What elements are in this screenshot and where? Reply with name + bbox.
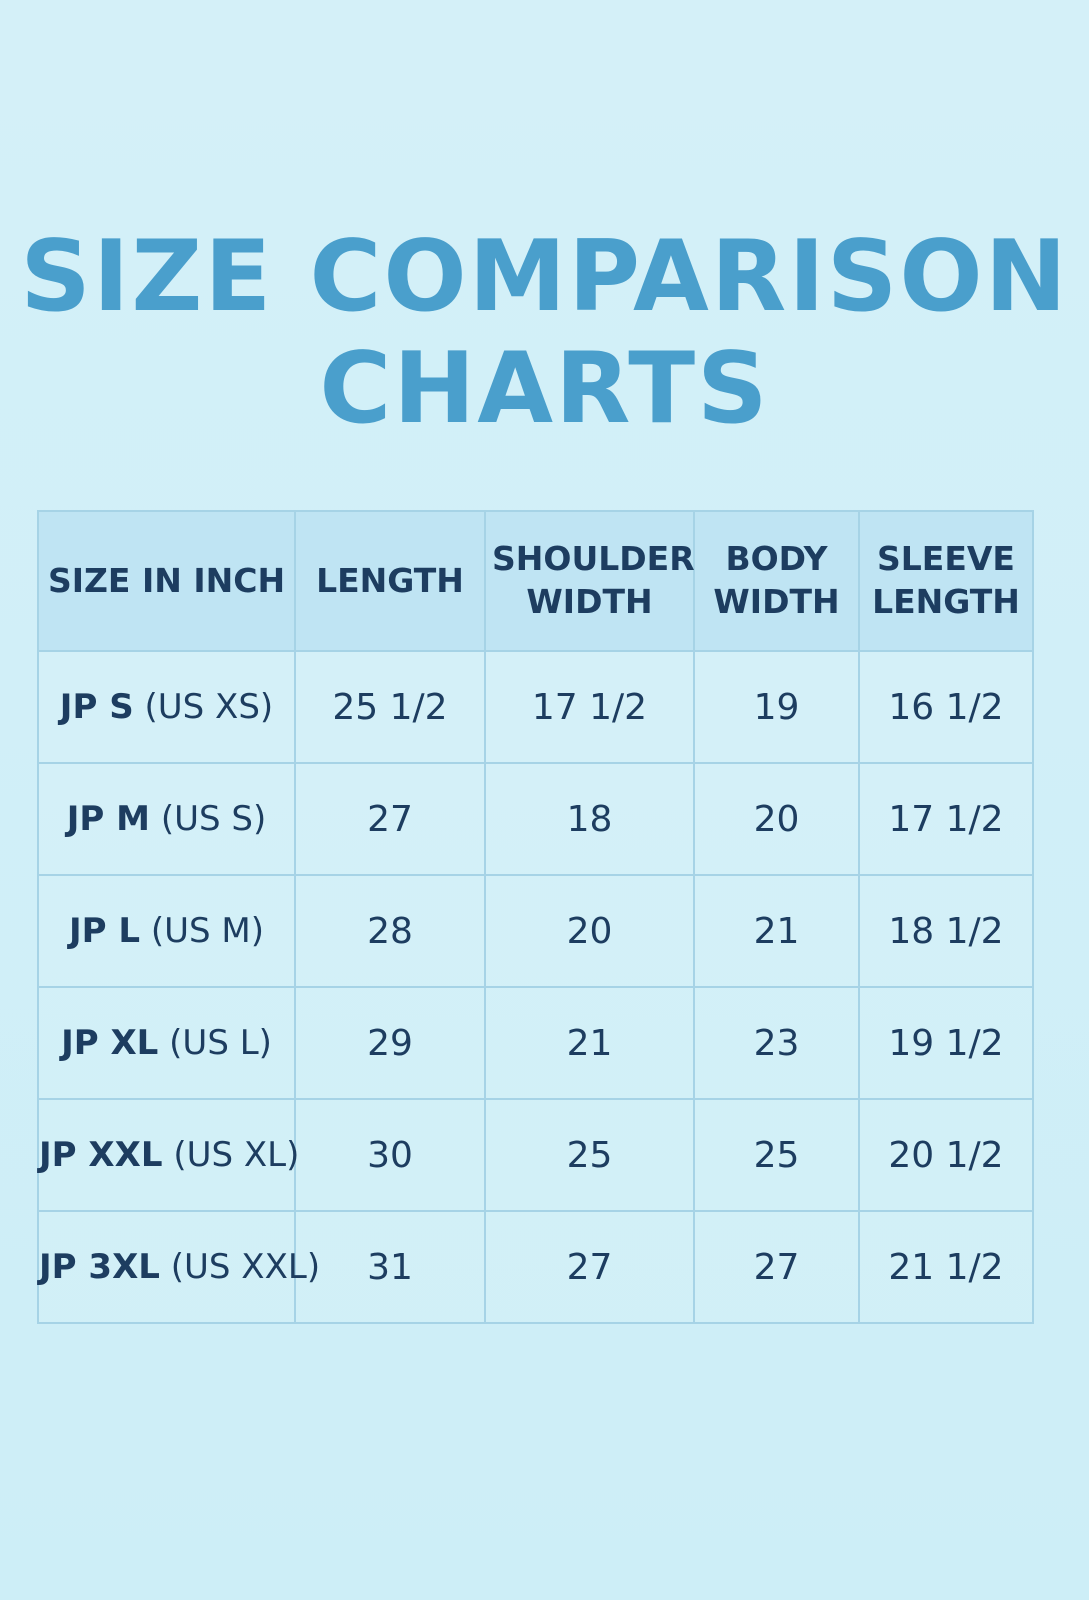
us-size: (US XS) bbox=[144, 687, 274, 727]
measurement-cell: 21 bbox=[693, 874, 860, 988]
table-row: JP L (US M) 28 20 21 18 1/2 bbox=[37, 874, 1034, 988]
measurement-cell: 25 bbox=[693, 1098, 860, 1212]
us-size: (US XXL) bbox=[170, 1247, 321, 1287]
size-cell: JP L (US M) bbox=[37, 874, 296, 988]
us-size: (US M) bbox=[150, 911, 265, 951]
jp-size: JP L bbox=[68, 911, 141, 951]
size-cell: JP S (US XS) bbox=[37, 650, 296, 764]
measurement-cell: 20 bbox=[693, 762, 860, 876]
measurement-cell: 29 bbox=[294, 986, 486, 1100]
jp-size: JP M bbox=[66, 799, 151, 839]
title-line: SIZE COMPARISON bbox=[20, 220, 1069, 334]
column-header: SIZE IN INCH bbox=[37, 510, 296, 652]
measurement-cell: 28 bbox=[294, 874, 486, 988]
column-header: SHOULDER WIDTH bbox=[484, 510, 695, 652]
table-body: JP S (US XS) 25 1/2 17 1/2 19 16 1/2 JP M (US… bbox=[37, 650, 1034, 1324]
measurement-cell: 31 bbox=[294, 1210, 486, 1324]
header-row: SIZE IN INCH LENGTH SHOULDER WIDTH BODY WID… bbox=[37, 510, 1034, 652]
measurement-cell: 25 1/2 bbox=[294, 650, 486, 764]
column-header: SLEEVE LENGTH bbox=[858, 510, 1034, 652]
table-row: JP XL (US L) 29 21 23 19 1/2 bbox=[37, 986, 1034, 1100]
measurement-cell: 27 bbox=[693, 1210, 860, 1324]
measurement-cell: 25 bbox=[484, 1098, 695, 1212]
table-row: JP S (US XS) 25 1/2 17 1/2 19 16 1/2 bbox=[37, 650, 1034, 764]
size-cell: JP 3XL (US XXL) bbox=[37, 1210, 320, 1324]
measurement-cell: 21 1/2 bbox=[858, 1210, 1034, 1324]
measurement-cell: 20 1/2 bbox=[858, 1098, 1034, 1212]
measurement-cell: 19 1/2 bbox=[858, 986, 1034, 1100]
jp-size: JP S bbox=[59, 687, 134, 727]
size-cell: JP M (US S) bbox=[37, 762, 296, 876]
measurement-cell: 20 bbox=[484, 874, 695, 988]
measurement-cell: 19 bbox=[693, 650, 860, 764]
measurement-cell: 21 bbox=[484, 986, 695, 1100]
measurement-cell: 17 1/2 bbox=[484, 650, 695, 764]
us-size: (US XL) bbox=[173, 1135, 300, 1175]
table-row: JP 3XL (US XXL) 31 27 27 21 1/2 bbox=[37, 1210, 1034, 1324]
column-header: LENGTH bbox=[294, 510, 486, 652]
us-size: (US L) bbox=[169, 1023, 272, 1063]
measurement-cell: 18 1/2 bbox=[858, 874, 1034, 988]
measurement-cell: 16 1/2 bbox=[858, 650, 1034, 764]
table-row: JP XXL (US XL) 30 25 25 20 1/2 bbox=[37, 1098, 1034, 1212]
jp-size: JP 3XL bbox=[39, 1247, 160, 1287]
size-cell: JP XXL (US XL) bbox=[37, 1098, 299, 1212]
size-table: SIZE IN INCH LENGTH SHOULDER WIDTH BODY WID… bbox=[37, 510, 1034, 1324]
measurement-cell: 27 bbox=[294, 762, 486, 876]
measurement-cell: 30 bbox=[294, 1098, 486, 1212]
column-header: BODY WIDTH bbox=[693, 510, 860, 652]
us-size: (US S) bbox=[160, 799, 267, 839]
measurement-cell: 23 bbox=[693, 986, 860, 1100]
measurement-cell: 18 bbox=[484, 762, 695, 876]
jp-size: JP XL bbox=[61, 1023, 159, 1063]
measurement-cell: 27 bbox=[484, 1210, 695, 1324]
jp-size: JP XXL bbox=[39, 1135, 163, 1175]
size-cell: JP XL (US L) bbox=[37, 986, 296, 1100]
title-line: CHARTS bbox=[319, 332, 770, 446]
measurement-cell: 17 1/2 bbox=[858, 762, 1034, 876]
table-row: JP M (US S) 27 18 20 17 1/2 bbox=[37, 762, 1034, 876]
